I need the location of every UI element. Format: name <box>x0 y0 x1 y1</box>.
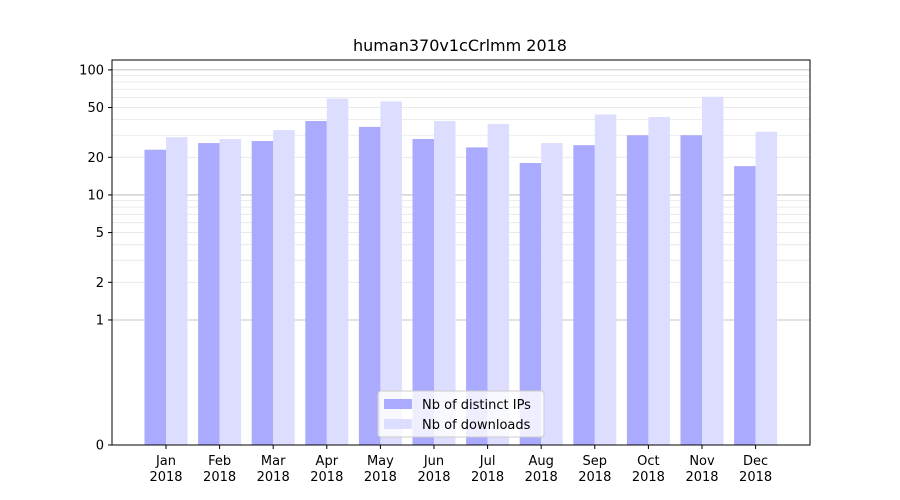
bar-downloads <box>648 117 670 445</box>
y-tick-label: 50 <box>87 101 104 116</box>
y-tick-label: 10 <box>87 188 104 203</box>
x-tick-label: Jul 2018 <box>471 454 504 485</box>
y-axis: 0 1 2 5 10 20 50 100 <box>79 63 112 454</box>
bar-distinct-ips <box>251 140 274 445</box>
legend-label: Nb of distinct IPs <box>422 398 531 413</box>
bar-distinct-ips <box>466 147 488 446</box>
legend: Nb of distinct IPs Nb of downloads <box>377 390 545 438</box>
x-tick-label: Nov 2018 <box>685 454 718 485</box>
x-tick-label: Feb 2018 <box>203 454 236 485</box>
x-tick-label: May 2018 <box>364 454 397 485</box>
x-tick-label: Oct 2018 <box>632 454 665 485</box>
bar-downloads <box>487 123 510 445</box>
bar-distinct-ips <box>519 163 542 445</box>
bar-downloads <box>166 137 188 445</box>
legend-box <box>377 390 545 438</box>
y-tick-label: 0 <box>96 439 104 454</box>
y-tick-label: 2 <box>96 276 104 291</box>
bar-downloads <box>219 139 242 445</box>
bar-downloads <box>434 121 456 446</box>
bar-downloads <box>594 114 617 445</box>
y-tick-label: 1 <box>96 313 104 328</box>
bar-distinct-ips <box>412 139 434 445</box>
x-tick-label: Mar 2018 <box>257 454 290 485</box>
x-tick-label: Apr 2018 <box>310 454 343 485</box>
x-tick-label: Jan 2018 <box>149 454 182 485</box>
bar-distinct-ips <box>144 149 166 446</box>
bar-downloads <box>326 98 349 446</box>
y-tick-label: 5 <box>96 226 104 241</box>
x-axis: Jan 2018 Feb 2018 Mar 2018 Apr 2018 May 2018 Jun 20… <box>149 445 772 485</box>
plot-frame <box>111 59 811 446</box>
x-tick-label: Aug 2018 <box>525 454 558 485</box>
legend-swatch <box>384 399 412 409</box>
x-tick-label: Dec 2018 <box>739 454 772 485</box>
x-tick-label: Jun 2018 <box>417 454 450 485</box>
y-tick-label: 20 <box>87 151 104 166</box>
bar-distinct-ips <box>305 121 327 446</box>
bar-downloads <box>273 130 295 445</box>
bar-distinct-ips <box>573 145 595 445</box>
bar-downloads <box>541 143 563 445</box>
x-tick-label: Sep 2018 <box>578 454 611 485</box>
bar-downloads <box>380 101 402 445</box>
bar-downloads <box>702 96 724 445</box>
legend-swatch <box>384 419 412 429</box>
bars <box>144 96 778 446</box>
bar-distinct-ips <box>626 135 649 445</box>
bar-distinct-ips <box>734 166 756 445</box>
chart-title: human370v1cCrlmm 2018 <box>353 36 567 55</box>
bar-downloads <box>755 131 778 445</box>
bar-distinct-ips <box>680 135 702 445</box>
y-tick-label: 100 <box>79 63 104 78</box>
bar-distinct-ips <box>198 143 220 445</box>
legend-label: Nb of downloads <box>422 418 531 433</box>
bar-distinct-ips <box>358 126 381 446</box>
